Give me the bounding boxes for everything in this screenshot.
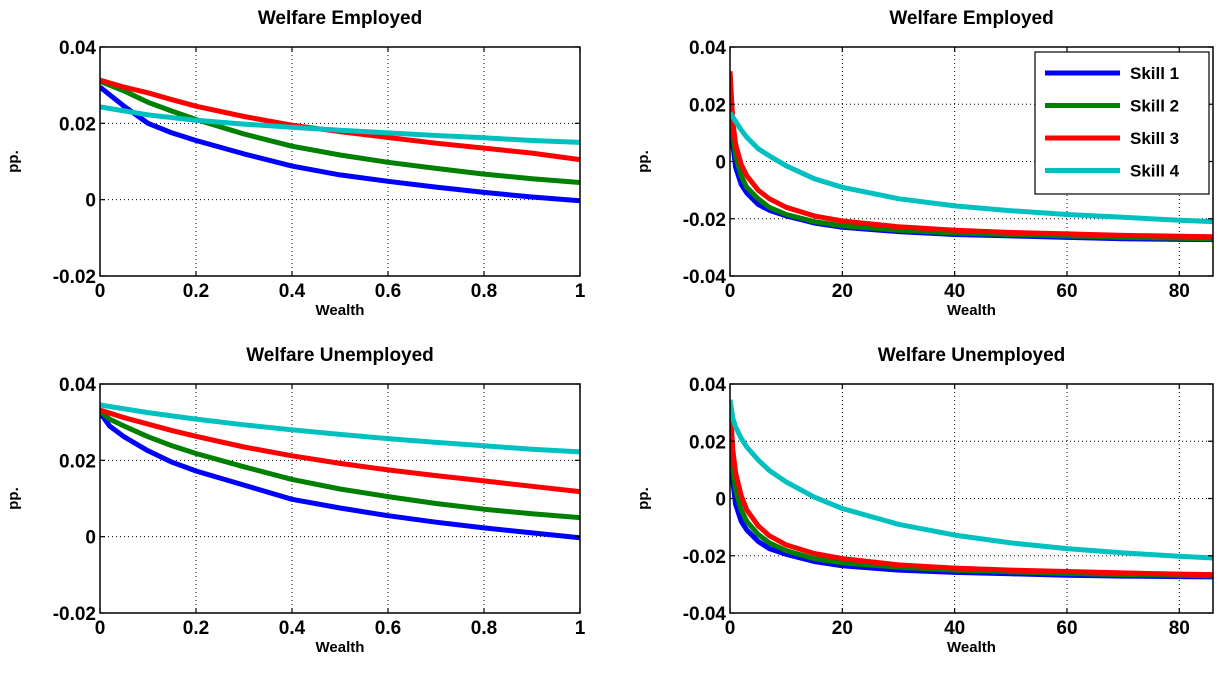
- legend-label-skill-1: Skill 1: [1130, 64, 1179, 83]
- x-tick-label: 0.6: [375, 618, 401, 639]
- legend: Skill 1 Skill 2 Skill 3 Skill 4: [1034, 51, 1210, 195]
- x-tick-label: 0: [95, 281, 106, 302]
- series-line-skill-1: [100, 411, 580, 541]
- chart-panel-4: 0 20 40 60 80 -0.04 -0.02 0 0.02 0.04 Welfare Unem…: [635, 345, 1214, 656]
- x-tick-label: 0.8: [471, 618, 497, 639]
- y-tick-label: 0.04: [689, 38, 726, 59]
- plot-area: [100, 47, 580, 276]
- series-line-skill-4: [730, 399, 1213, 561]
- legend-label-skill-4: Skill 4: [1130, 162, 1180, 181]
- x-tick-label: 20: [832, 618, 853, 639]
- x-tick-label: 40: [944, 281, 965, 302]
- series-line-skill-3: [730, 71, 1213, 240]
- x-tick-label: 0.8: [471, 281, 497, 302]
- chart-title: Welfare Unemployed: [878, 345, 1066, 366]
- x-tick-label: 0: [725, 618, 736, 639]
- chart-title: Welfare Employed: [258, 8, 422, 29]
- axes-box: [99, 383, 581, 614]
- y-tick-label: -0.04: [683, 604, 727, 625]
- y-axis-label: pp.: [5, 487, 22, 510]
- series-line-skill-2: [100, 78, 580, 185]
- series-line-skill-2: [100, 409, 580, 521]
- x-tick-label: 80: [1169, 281, 1190, 302]
- x-tick-label: 0: [725, 281, 736, 302]
- y-tick-label: -0.02: [683, 547, 726, 568]
- x-tick-label: 40: [944, 618, 965, 639]
- plot-area: [100, 384, 580, 613]
- y-tick-label: 0.04: [59, 38, 96, 59]
- chart-title: Welfare Unemployed: [246, 345, 434, 366]
- x-axis-label: Wealth: [316, 302, 365, 319]
- x-tick-label: 0.4: [279, 281, 306, 302]
- x-tick-label: 0: [95, 618, 106, 639]
- x-tick-label: 1: [575, 281, 586, 302]
- series-line-skill-3: [100, 407, 580, 495]
- y-axis-label: pp.: [635, 487, 652, 510]
- y-tick-label: 0: [85, 191, 96, 212]
- x-axis-label: Wealth: [947, 639, 996, 656]
- series-line-skill-4: [100, 104, 580, 145]
- y-axis-label: pp.: [5, 150, 22, 173]
- y-axis-label: pp.: [635, 150, 652, 173]
- x-tick-label: 0.2: [183, 281, 209, 302]
- series-line-skill-1: [100, 85, 580, 204]
- y-tick-label: 0: [715, 490, 726, 511]
- x-tick-label: 0.4: [279, 618, 306, 639]
- y-tick-label: -0.02: [53, 267, 96, 288]
- series-line-skill-3: [730, 402, 1213, 578]
- series-line-skill-4: [730, 111, 1213, 225]
- chart-panel-2: 0 20 40 60 80 -0.04 -0.02 0 0.02 0.04 Welfare Empl…: [635, 8, 1214, 319]
- x-tick-label: 20: [832, 281, 853, 302]
- y-tick-label: 0.02: [689, 432, 726, 453]
- x-axis-label: Wealth: [316, 639, 365, 656]
- x-tick-label: 0.6: [375, 281, 401, 302]
- x-tick-label: 0.2: [183, 618, 209, 639]
- y-tick-label: 0: [715, 153, 726, 174]
- y-tick-label: -0.04: [683, 267, 727, 288]
- y-tick-label: 0: [85, 528, 96, 549]
- series-line-skill-4: [100, 402, 580, 455]
- legend-label-skill-2: Skill 2: [1130, 97, 1179, 116]
- y-tick-label: 0.02: [689, 95, 726, 116]
- x-tick-label: 80: [1169, 618, 1190, 639]
- axes-box: [99, 46, 581, 277]
- y-tick-label: 0.02: [59, 451, 96, 472]
- x-tick-label: 1: [575, 618, 586, 639]
- y-tick-label: 0.04: [689, 375, 726, 396]
- y-tick-label: -0.02: [53, 604, 96, 625]
- x-tick-label: 60: [1056, 281, 1077, 302]
- x-axis-label: Wealth: [947, 302, 996, 319]
- legend-label-skill-3: Skill 3: [1130, 129, 1179, 148]
- y-tick-label: 0.02: [59, 114, 96, 135]
- x-tick-label: 60: [1056, 618, 1077, 639]
- chart-title: Welfare Employed: [889, 8, 1053, 29]
- y-tick-label: -0.02: [683, 210, 726, 231]
- y-tick-label: 0.04: [59, 375, 96, 396]
